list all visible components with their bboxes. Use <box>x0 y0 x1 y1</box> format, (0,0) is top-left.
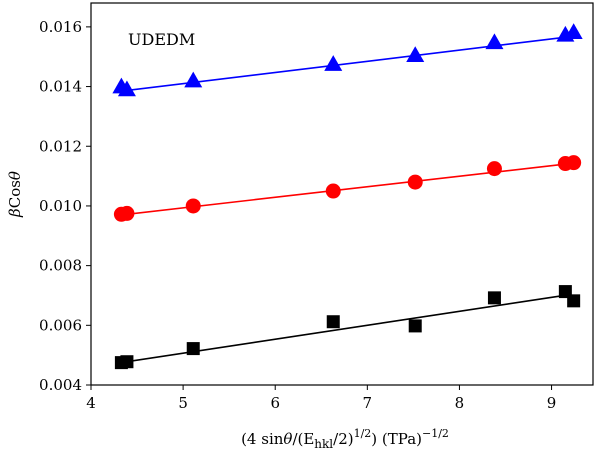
y-axis-ticks: 0.004 0.006 0.008 0.010 0.012 0.014 0.016 <box>39 18 91 394</box>
data-markers <box>112 23 583 370</box>
x-tick-label: 7 <box>363 394 373 412</box>
y-tick-label: 0.012 <box>39 137 82 155</box>
x-axis-ticks: 4 5 6 7 8 9 <box>86 385 556 412</box>
circle-point <box>407 174 423 190</box>
y-axis-title: βCosθ <box>6 171 24 218</box>
square-point <box>567 294 581 308</box>
y-tick-label: 0.016 <box>39 18 82 36</box>
y-tick-label: 0.006 <box>39 316 82 334</box>
x-tick-label: 8 <box>455 394 465 412</box>
circle-point <box>325 183 341 199</box>
circle-point <box>566 155 582 171</box>
triangle-point <box>117 80 136 97</box>
annotation-label: UDEDM <box>128 30 195 49</box>
x-tick-label: 5 <box>178 394 188 412</box>
circle-point <box>119 205 135 221</box>
y-tick-label: 0.008 <box>39 257 82 275</box>
y-tick-label: 0.014 <box>39 78 82 96</box>
square-point <box>186 342 200 356</box>
square-point <box>487 291 501 305</box>
triangle-point <box>324 55 343 71</box>
square-point <box>408 319 422 333</box>
circle-point <box>486 161 502 177</box>
fit-line-series-3 <box>126 293 571 363</box>
square-point <box>120 355 134 369</box>
y-tick-label: 0.004 <box>39 376 82 394</box>
x-tick-label: 9 <box>547 394 557 412</box>
y-tick-label: 0.010 <box>39 197 82 215</box>
circle-point <box>185 198 201 214</box>
x-tick-label: 6 <box>270 394 280 412</box>
triangle-point <box>485 33 504 50</box>
triangle-point <box>406 46 425 62</box>
x-tick-label: 4 <box>86 394 96 412</box>
square-point <box>326 315 340 329</box>
plot-frame <box>90 2 594 386</box>
x-axis-title: (4 sinθ/(Ehkl/2)1/2) (TPa)−1/2 <box>241 427 449 451</box>
triangle-point <box>184 71 203 88</box>
triangle-point <box>564 23 583 39</box>
